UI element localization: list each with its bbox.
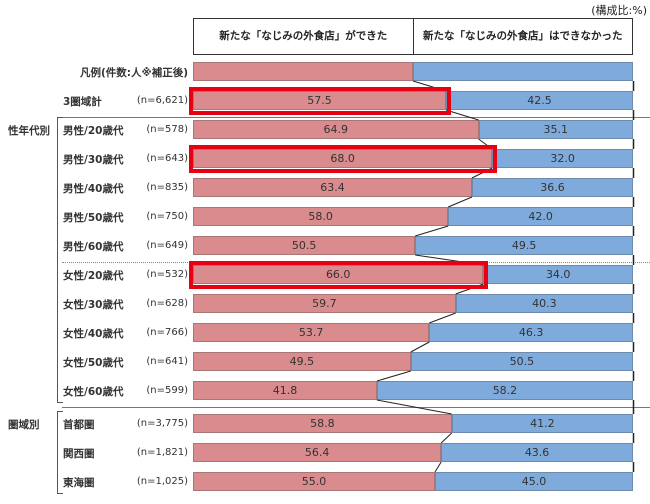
column-header-not-made-label: 新たな「なじみの外食店」はできなかった [423, 29, 623, 42]
row-n-label: (n=641) [146, 356, 188, 367]
row-label: 女性/40歳代 [63, 328, 124, 340]
row-label: 男性/40歳代 [63, 183, 124, 195]
row-n-label: (n=578) [146, 124, 188, 135]
bar-not-made-segment: 50.5 [410, 352, 633, 371]
row-label: 関西圏 [63, 448, 95, 460]
row-n-label: (n=1,025) [136, 476, 188, 487]
bar-not-made-segment: 42.0 [448, 207, 633, 226]
bar-not-made-segment: 49.5 [415, 236, 633, 255]
bar-made-segment: 53.7 [193, 323, 430, 342]
bar-made-segment: 57.5 [193, 91, 446, 110]
highlight-box [189, 261, 489, 289]
bar-made-segment: 56.4 [193, 443, 442, 462]
bar-not-made-segment: 58.2 [376, 381, 633, 400]
row-label: 男性/20歳代 [63, 125, 124, 137]
bar-made-segment: 55.0 [193, 472, 435, 491]
row-label: 男性/50歳代 [63, 212, 124, 224]
row-n-label: (n=1,821) [136, 447, 188, 458]
bar-not-made-segment: 45.0 [435, 472, 633, 491]
row-n-label: (n=3,775) [136, 418, 188, 429]
row-n-label: (n=532) [146, 269, 188, 280]
bar-made-segment: 59.7 [193, 294, 456, 313]
bar-not-made-segment: 32.0 [492, 149, 633, 168]
row-n-label: (n=628) [146, 298, 188, 309]
bar-made-segment: 66.0 [193, 265, 484, 284]
highlight-box [189, 145, 498, 173]
bar-not-made-segment: 34.0 [483, 265, 633, 284]
bar-made-segment: 41.8 [193, 381, 377, 400]
column-headers: 新たな「なじみの外食店」ができた 新たな「なじみの外食店」はできなかった [193, 18, 633, 55]
row-n-label: (n=835) [146, 182, 188, 193]
group-bracket [57, 117, 63, 403]
row-n-label: (n=750) [146, 211, 188, 222]
bar-not-made-segment: 43.6 [441, 443, 633, 462]
column-header-made: 新たな「なじみの外食店」ができた [194, 19, 414, 54]
column-header-not-made: 新たな「なじみの外食店」はできなかった [414, 19, 633, 54]
row-label: 女性/50歳代 [63, 357, 124, 369]
row-n-label: (n=643) [146, 153, 188, 164]
bar-not-made-segment: 40.3 [455, 294, 633, 313]
row-label: 男性/30歳代 [63, 154, 124, 166]
group-label: 性年代別 [8, 125, 50, 137]
bar-made-segment: 50.5 [193, 236, 416, 255]
bar-made-segment: 63.4 [193, 178, 472, 197]
row-label: 3圏域計 [63, 96, 102, 108]
row-label: 女性/30歳代 [63, 299, 124, 311]
bar-made-segment: 58.8 [193, 414, 452, 433]
row-label: 東海圏 [63, 477, 95, 489]
legend-not-made-swatch [413, 62, 633, 81]
highlight-box [189, 87, 451, 115]
bar-made-segment: 49.5 [193, 352, 411, 371]
row-n-label: (n=766) [146, 327, 188, 338]
bar-made-segment: 64.9 [193, 120, 479, 139]
bar-made-segment: 58.0 [193, 207, 449, 226]
separator-solid [62, 117, 650, 118]
bar-not-made-segment: 41.2 [451, 414, 633, 433]
separator-solid [62, 407, 650, 408]
bar-not-made-segment: 46.3 [429, 323, 633, 342]
group-label: 圏域別 [8, 419, 40, 431]
row-n-label: (n=6,621) [136, 95, 188, 106]
bar-not-made-segment: 35.1 [478, 120, 633, 139]
column-header-made-label: 新たな「なじみの外食店」ができた [219, 29, 388, 42]
row-n-label: (n=649) [146, 240, 188, 251]
legend-made-swatch [193, 62, 413, 81]
legend-row-label: 凡例(件数:人※補正後) [79, 67, 188, 79]
row-label: 男性/60歳代 [63, 241, 124, 253]
unit-note: (構成比:%) [591, 4, 647, 17]
group-bracket [57, 411, 63, 494]
row-label: 女性/60歳代 [63, 386, 124, 398]
row-n-label: (n=599) [146, 385, 188, 396]
bar-made-segment: 68.0 [193, 149, 493, 168]
row-label: 首都圏 [63, 419, 95, 431]
bar-not-made-segment: 42.5 [446, 91, 633, 110]
bar-not-made-segment: 36.6 [471, 178, 633, 197]
row-label: 女性/20歳代 [63, 270, 124, 282]
